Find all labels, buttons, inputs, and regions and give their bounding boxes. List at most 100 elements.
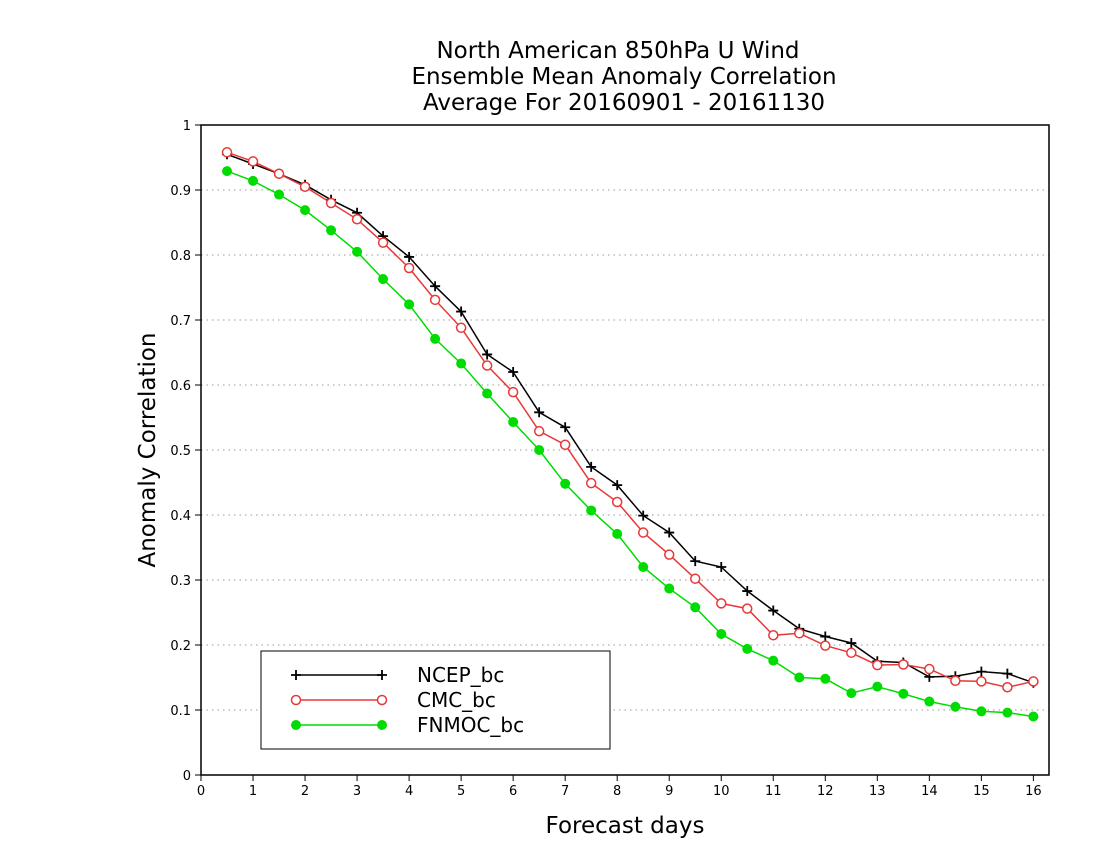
data-point-fnmoc-bc bbox=[664, 583, 675, 594]
data-point-fnmoc-bc bbox=[794, 672, 805, 683]
legend-marker bbox=[377, 720, 387, 730]
data-point-fnmoc-bc bbox=[612, 528, 623, 539]
data-point-ncep-bc bbox=[1002, 668, 1013, 679]
data-point-cmc-bc bbox=[533, 425, 545, 437]
x-tick-label: 7 bbox=[561, 784, 569, 799]
data-point-fnmoc-bc bbox=[950, 701, 961, 712]
x-tick-label: 13 bbox=[869, 784, 886, 799]
legend-label: CMC_bc bbox=[417, 688, 496, 712]
x-tick-label: 12 bbox=[817, 784, 834, 799]
data-point-fnmoc-bc bbox=[274, 189, 285, 200]
data-point-fnmoc-bc bbox=[456, 358, 467, 369]
series-layer bbox=[221, 147, 1039, 722]
data-point-fnmoc-bc bbox=[924, 696, 935, 707]
data-point-ncep-bc bbox=[976, 666, 987, 677]
data-point-cmc-bc bbox=[455, 322, 467, 334]
data-point-cmc-bc bbox=[637, 527, 649, 538]
data-point-fnmoc-bc bbox=[1002, 707, 1013, 718]
data-point-cmc-bc bbox=[351, 214, 363, 225]
data-point-ncep-bc bbox=[534, 407, 545, 418]
title-line-1: North American 850hPa U Wind bbox=[436, 38, 799, 64]
data-point-fnmoc-bc bbox=[690, 602, 701, 613]
data-point-cmc-bc bbox=[247, 156, 259, 167]
data-point-fnmoc-bc bbox=[976, 706, 987, 717]
data-point-cmc-bc bbox=[663, 549, 675, 560]
data-point-fnmoc-bc bbox=[898, 688, 909, 699]
data-point-fnmoc-bc bbox=[482, 388, 493, 399]
data-point-fnmoc-bc bbox=[742, 643, 753, 654]
data-point-fnmoc-bc bbox=[534, 445, 545, 455]
data-point-cmc-bc bbox=[820, 640, 831, 651]
data-point-fnmoc-bc bbox=[716, 628, 727, 639]
data-point-fnmoc-bc bbox=[248, 175, 259, 186]
data-point-fnmoc-bc bbox=[586, 505, 597, 516]
y-tick-label: 0.2 bbox=[170, 639, 191, 654]
y-tick-label: 0.1 bbox=[170, 704, 191, 719]
series-cmc-bc bbox=[221, 147, 1039, 693]
data-point-cmc-bc bbox=[585, 477, 597, 489]
data-point-fnmoc-bc bbox=[326, 225, 337, 236]
series-line-ncep-bc bbox=[226, 153, 1034, 684]
axis-ticks: 00.10.20.30.40.50.60.70.80.910 1 2 3 4 5 6 7 8 9 1… bbox=[170, 119, 1041, 799]
data-point-ncep-bc bbox=[586, 461, 597, 472]
y-tick-label: 1 bbox=[183, 119, 191, 134]
data-point-ncep-bc bbox=[612, 480, 623, 491]
x-tick-label: 4 bbox=[405, 784, 413, 799]
data-point-fnmoc-bc bbox=[378, 274, 389, 285]
data-point-cmc-bc bbox=[481, 360, 493, 371]
x-tick-label: 11 bbox=[765, 784, 782, 799]
data-point-fnmoc-bc bbox=[560, 478, 571, 489]
y-tick-label: 0.7 bbox=[170, 314, 191, 329]
series-line-fnmoc-bc bbox=[226, 170, 1034, 718]
series-fnmoc-bc bbox=[222, 166, 1039, 722]
x-tick-label: 9 bbox=[665, 784, 673, 799]
data-point-ncep-bc bbox=[768, 605, 779, 616]
x-tick-label: 14 bbox=[921, 784, 938, 799]
x-tick-label: 8 bbox=[613, 784, 621, 799]
data-point-cmc-bc bbox=[715, 598, 727, 609]
data-point-cmc-bc bbox=[507, 386, 519, 398]
data-point-fnmoc-bc bbox=[404, 299, 415, 310]
legend-entry-fnmoc-bc: FNMOC_bc bbox=[291, 713, 524, 737]
data-point-fnmoc-bc bbox=[820, 673, 831, 684]
data-point-cmc-bc bbox=[924, 663, 935, 675]
x-tick-label: 2 bbox=[301, 784, 309, 799]
title-line-2: Ensemble Mean Anomaly Correlation bbox=[411, 64, 836, 90]
x-tick-label: 16 bbox=[1025, 784, 1042, 799]
series-line-cmc-bc bbox=[226, 151, 1034, 689]
y-tick-label: 0.3 bbox=[170, 574, 191, 589]
data-point-cmc-bc bbox=[611, 496, 623, 508]
legend-marker bbox=[376, 694, 388, 706]
data-point-cmc-bc bbox=[689, 573, 701, 584]
title-line-3: Average For 20160901 - 20161130 bbox=[423, 90, 825, 116]
data-point-ncep-bc bbox=[846, 638, 857, 649]
legend-label: NCEP_bc bbox=[417, 663, 504, 687]
x-tick-label: 15 bbox=[973, 784, 990, 799]
data-point-cmc-bc bbox=[1002, 682, 1013, 693]
x-tick-label: 5 bbox=[457, 784, 465, 799]
x-tick-label: 0 bbox=[197, 784, 205, 799]
data-point-cmc-bc bbox=[742, 603, 753, 614]
data-point-cmc-bc bbox=[377, 237, 389, 248]
data-point-fnmoc-bc bbox=[508, 417, 519, 428]
data-point-cmc-bc bbox=[429, 294, 441, 306]
y-tick-label: 0.5 bbox=[170, 444, 191, 459]
data-point-cmc-bc bbox=[872, 659, 883, 671]
x-tick-label: 3 bbox=[353, 784, 361, 799]
data-point-fnmoc-bc bbox=[430, 333, 441, 344]
data-point-fnmoc-bc bbox=[352, 246, 363, 257]
legend-entry-ncep-bc: NCEP_bc bbox=[291, 663, 504, 687]
data-point-ncep-bc bbox=[664, 527, 675, 538]
data-point-cmc-bc bbox=[403, 262, 415, 274]
y-axis-label: Anomaly Correlation bbox=[135, 332, 161, 567]
data-point-cmc-bc bbox=[559, 439, 571, 451]
data-point-ncep-bc bbox=[508, 367, 519, 377]
x-tick-label: 10 bbox=[713, 784, 730, 799]
data-point-cmc-bc bbox=[976, 676, 987, 687]
legend-entry-cmc-bc: CMC_bc bbox=[290, 688, 496, 712]
gridlines bbox=[201, 189, 1049, 711]
data-point-cmc-bc bbox=[273, 168, 285, 179]
data-point-cmc-bc bbox=[221, 147, 233, 158]
legend-marker bbox=[291, 670, 301, 680]
